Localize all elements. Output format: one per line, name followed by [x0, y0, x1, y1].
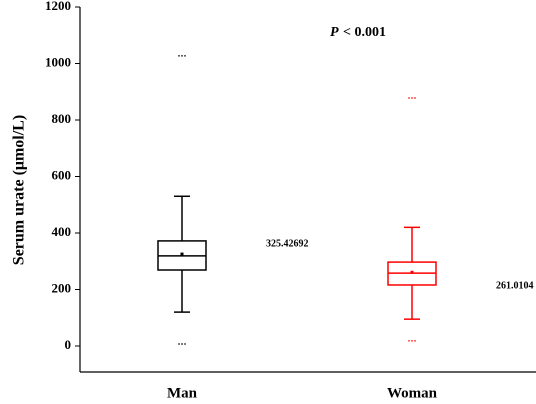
y-tick-label: 0 — [65, 337, 72, 352]
x-tick-label: Man — [167, 385, 198, 401]
annotation-text: < 0.001 — [343, 25, 386, 40]
x-tick-label: Woman — [387, 385, 438, 401]
y-tick-label: 600 — [52, 167, 72, 182]
mean-marker — [180, 252, 184, 256]
y-tick-label: 800 — [52, 111, 72, 126]
mean-marker — [410, 270, 414, 274]
y-tick-label: 200 — [52, 280, 72, 295]
mean-label: 325.42692 — [266, 238, 309, 249]
y-tick-label: 1000 — [45, 54, 71, 69]
annotation-symbol: P — [330, 25, 339, 40]
y-tick-label: 400 — [52, 224, 72, 239]
y-axis-label: Serum urate (μmol/L) — [11, 115, 28, 265]
mean-label: 261.0104 — [496, 281, 534, 292]
y-tick-label: 1200 — [45, 0, 71, 13]
